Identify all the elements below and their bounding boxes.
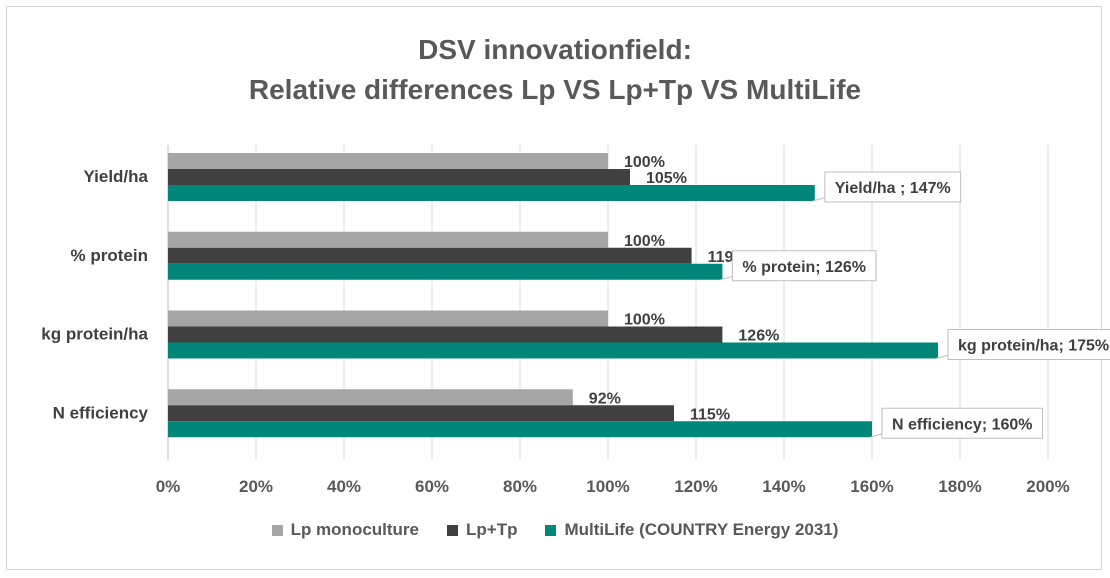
- bar: [168, 326, 723, 343]
- category-label: % protein: [71, 246, 148, 265]
- chart-title-line-2: Relative differences Lp VS Lp+Tp VS Mult…: [248, 74, 862, 105]
- x-tick-label: 200%: [1026, 477, 1069, 496]
- legend-swatch: [271, 524, 283, 536]
- x-tick-label: 80%: [503, 477, 537, 496]
- x-tick-label: 160%: [850, 477, 893, 496]
- x-tick-label: 140%: [762, 477, 805, 496]
- chart-legend: Lp monoculture Lp+Tp MultiLife (COUNTRY En…: [0, 520, 1110, 540]
- category-label: N efficiency: [53, 403, 149, 422]
- callout-box: [947, 329, 1110, 360]
- callout-label: N efficiency; 160%: [892, 416, 1033, 433]
- x-tick-label: 20%: [239, 477, 273, 496]
- x-tick-label: 40%: [327, 477, 361, 496]
- bar: [168, 247, 692, 264]
- data-label: 92%: [589, 390, 621, 407]
- bar: [168, 421, 872, 438]
- legend-item: MultiLife (COUNTRY Energy 2031): [545, 520, 838, 540]
- data-label: 100%: [624, 233, 665, 250]
- data-label: 100%: [624, 154, 665, 171]
- x-tick-label: 60%: [415, 477, 449, 496]
- callout-box: [881, 407, 1044, 439]
- legend-item: Lp monoculture: [271, 520, 420, 540]
- chart-frame: [6, 6, 1102, 570]
- chart-title-line-1: DSV innovationfield:: [418, 34, 692, 65]
- bar: [168, 389, 573, 406]
- category-label: Yield/ha: [83, 167, 148, 186]
- bar: [168, 185, 815, 201]
- bar: [168, 263, 723, 280]
- x-tick-label: 120%: [674, 477, 717, 496]
- legend-swatch: [545, 524, 557, 536]
- legend-item: Lp+Tp: [447, 520, 517, 540]
- x-tick-label: 0%: [156, 477, 181, 496]
- legend-label: Lp monoculture: [290, 520, 420, 539]
- x-tick-label: 180%: [938, 477, 981, 496]
- legend-swatch: [447, 524, 459, 536]
- x-tick-label: 100%: [586, 477, 629, 496]
- callout-label: kg protein/ha; 175%: [958, 338, 1109, 355]
- data-label: 115%: [690, 406, 730, 423]
- bar: [168, 405, 674, 422]
- bar: [168, 169, 630, 185]
- category-label: kg protein/ha: [41, 325, 148, 344]
- bar: [168, 342, 938, 359]
- data-label: 105%: [646, 170, 687, 187]
- callout-box: [731, 250, 877, 282]
- data-label: 100%: [624, 312, 665, 329]
- bar: [168, 231, 608, 248]
- legend-label: MultiLife (COUNTRY Energy 2031): [564, 520, 839, 539]
- bar: [168, 310, 608, 327]
- callout-label: % protein; 126%: [742, 259, 866, 276]
- callout-box: [824, 171, 962, 203]
- callout-label: Yield/ha ; 147%: [835, 180, 951, 197]
- legend-label: Lp+Tp: [466, 520, 518, 539]
- bar: [168, 153, 608, 169]
- data-label: 126%: [738, 328, 779, 345]
